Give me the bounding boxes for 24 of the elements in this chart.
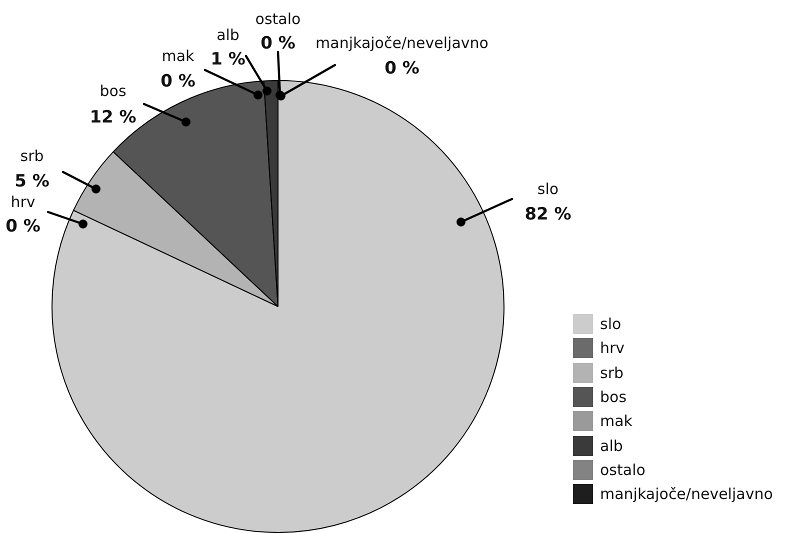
legend-label: alb <box>600 436 623 455</box>
legend-label: hrv <box>600 339 625 358</box>
category-label: mak <box>162 46 194 65</box>
slice-label: alb <box>216 26 240 44</box>
slice-label: srb <box>20 146 44 165</box>
slice-label: slo <box>537 180 559 198</box>
text: 0 % <box>6 216 40 236</box>
legend-label: manjkajoče/neveljavno <box>600 485 773 504</box>
text: 0 % <box>260 33 296 54</box>
text: 0 % <box>384 58 420 78</box>
data-label: 82 % <box>524 204 572 224</box>
data-label: 1 % <box>210 49 246 70</box>
category-label: manjkajoče/neveljavno <box>316 34 488 52</box>
slice-label: bos <box>100 82 126 100</box>
legend-label: slo <box>600 315 622 334</box>
category-label: ostalo <box>255 10 301 28</box>
category-label: hrv <box>10 192 36 211</box>
data-label: 12 % <box>90 107 136 128</box>
text: 0 % <box>160 71 196 92</box>
data-label: 5 % <box>14 171 50 192</box>
legend-label: ostalo <box>600 460 646 479</box>
legend-label: bos <box>600 388 627 406</box>
legend-label: srb <box>600 364 624 382</box>
legend-label: mak <box>600 412 632 430</box>
